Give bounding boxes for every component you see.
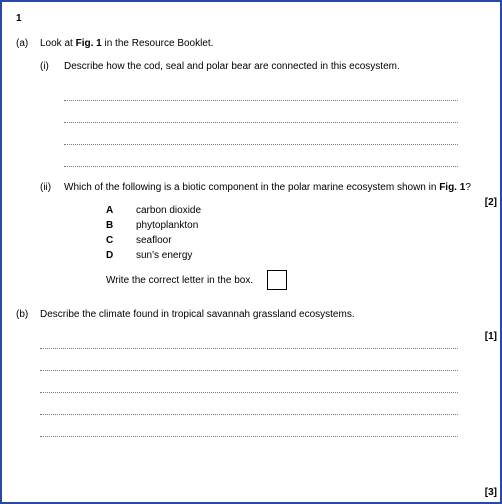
- option-letter: D: [106, 249, 136, 262]
- ii-post: ?: [465, 182, 471, 193]
- part-i: (i) Describe how the cod, seal and polar…: [40, 60, 486, 73]
- part-ii: (ii) Which of the following is a biotic …: [40, 181, 486, 194]
- ii-figref: Fig. 1: [439, 182, 465, 193]
- answer-line[interactable]: [40, 335, 458, 349]
- part-b-prompt: Describe the climate found in tropical s…: [40, 308, 486, 321]
- answer-line[interactable]: [40, 379, 458, 393]
- option-b: B phytoplankton: [106, 219, 486, 232]
- marks-b: [3]: [485, 486, 497, 499]
- option-letter: C: [106, 234, 136, 247]
- exam-page: 1 (a) Look at Fig. 1 in the Resource Boo…: [0, 0, 502, 504]
- option-letter: A: [106, 204, 136, 217]
- option-text: carbon dioxide: [136, 204, 201, 217]
- marks-ii: [1]: [485, 330, 497, 343]
- a-post: in the Resource Booklet.: [102, 38, 214, 49]
- answer-instruction: Write the correct letter in the box.: [106, 274, 253, 287]
- part-label-ii: (ii): [40, 181, 64, 194]
- answer-box[interactable]: [267, 270, 287, 290]
- option-d: D sun's energy: [106, 249, 486, 262]
- answer-line[interactable]: [64, 87, 458, 101]
- answer-instruction-row: Write the correct letter in the box.: [106, 270, 486, 290]
- a-pre: Look at: [40, 38, 76, 49]
- a-figref: Fig. 1: [76, 38, 102, 49]
- answer-line[interactable]: [64, 153, 458, 167]
- answer-line[interactable]: [64, 109, 458, 123]
- option-text: sun's energy: [136, 249, 192, 262]
- ii-pre: Which of the following is a biotic compo…: [64, 182, 439, 193]
- marks-i: [2]: [485, 196, 497, 209]
- part-a: (a) Look at Fig. 1 in the Resource Bookl…: [16, 37, 486, 50]
- option-letter: B: [106, 219, 136, 232]
- answer-line[interactable]: [40, 401, 458, 415]
- part-i-prompt: Describe how the cod, seal and polar bea…: [64, 60, 486, 73]
- question-number: 1: [16, 12, 486, 25]
- part-b-lines: [40, 331, 486, 437]
- part-i-lines: [64, 83, 486, 167]
- option-text: seafloor: [136, 234, 172, 247]
- part-b: (b) Describe the climate found in tropic…: [16, 308, 486, 321]
- answer-line[interactable]: [40, 357, 458, 371]
- option-text: phytoplankton: [136, 219, 198, 232]
- option-c: C seafloor: [106, 234, 486, 247]
- part-ii-prompt: Which of the following is a biotic compo…: [64, 181, 486, 194]
- answer-line[interactable]: [40, 423, 458, 437]
- mcq-options: A carbon dioxide B phytoplankton C seafl…: [106, 204, 486, 262]
- answer-line[interactable]: [64, 131, 458, 145]
- part-a-text: Look at Fig. 1 in the Resource Booklet.: [40, 37, 486, 50]
- part-label-i: (i): [40, 60, 64, 73]
- option-a: A carbon dioxide: [106, 204, 486, 217]
- part-label-a: (a): [16, 37, 40, 50]
- part-label-b: (b): [16, 308, 40, 321]
